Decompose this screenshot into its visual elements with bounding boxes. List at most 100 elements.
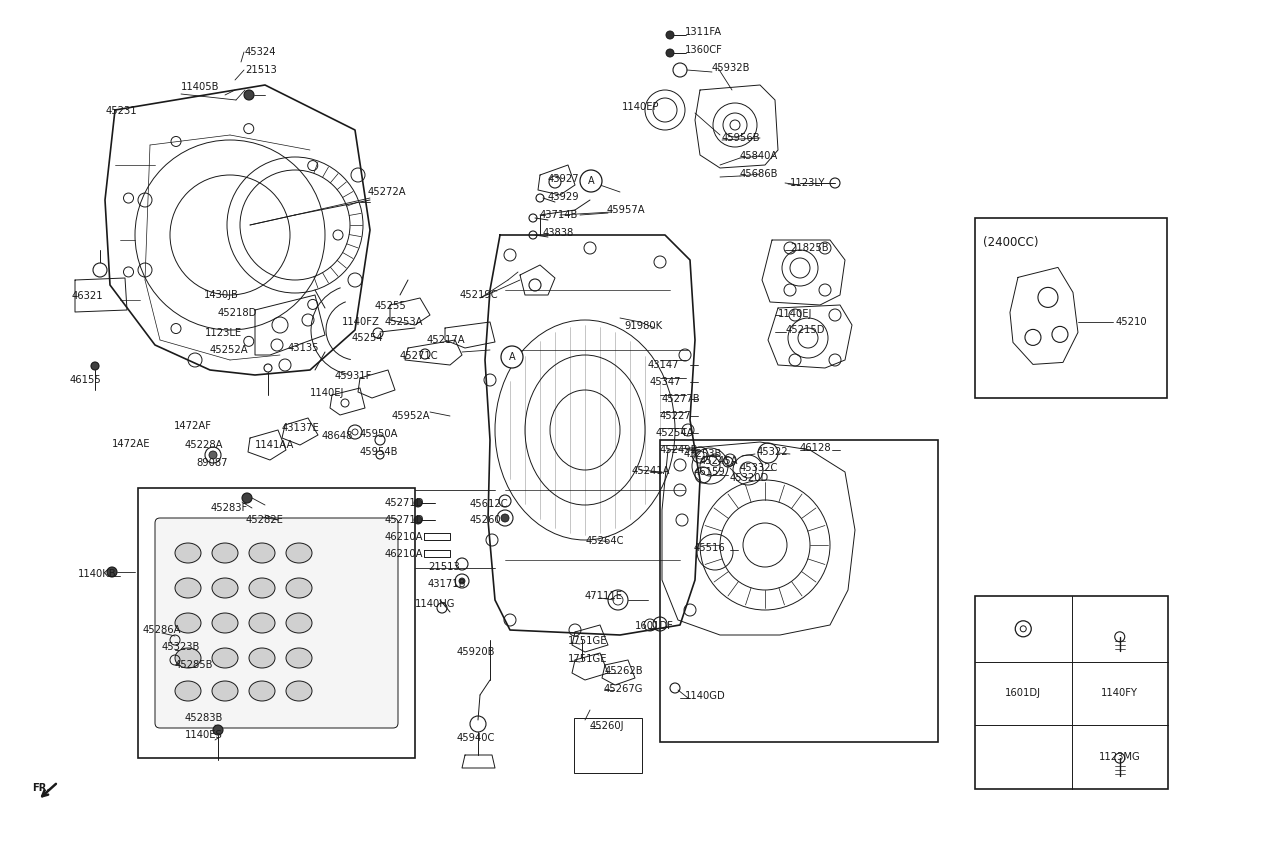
Circle shape bbox=[666, 49, 674, 57]
Circle shape bbox=[666, 31, 674, 39]
Bar bbox=[975, 596, 1168, 789]
Text: 45952A: 45952A bbox=[392, 411, 431, 421]
Text: 45283B: 45283B bbox=[185, 713, 224, 723]
Text: 45241A: 45241A bbox=[633, 466, 671, 476]
Circle shape bbox=[414, 516, 422, 524]
Text: 46321: 46321 bbox=[72, 291, 104, 301]
Circle shape bbox=[414, 499, 422, 507]
Text: 45322: 45322 bbox=[757, 447, 789, 457]
Text: 45272A: 45272A bbox=[368, 187, 406, 197]
Ellipse shape bbox=[175, 613, 201, 633]
Text: 47111E: 47111E bbox=[585, 591, 622, 601]
Text: 1140FY: 1140FY bbox=[1102, 689, 1139, 699]
Circle shape bbox=[107, 567, 118, 577]
Text: 45217A: 45217A bbox=[427, 335, 465, 345]
Text: 1141AA: 1141AA bbox=[256, 440, 294, 450]
Ellipse shape bbox=[175, 681, 201, 701]
Ellipse shape bbox=[249, 681, 275, 701]
FancyBboxPatch shape bbox=[155, 518, 397, 728]
Circle shape bbox=[244, 90, 254, 100]
Circle shape bbox=[580, 170, 602, 192]
Text: 45320D: 45320D bbox=[730, 473, 769, 483]
Text: 45227: 45227 bbox=[659, 411, 691, 421]
Text: 43171B: 43171B bbox=[428, 579, 466, 589]
Text: 1472AF: 1472AF bbox=[174, 421, 212, 431]
Text: 1601DF: 1601DF bbox=[635, 621, 674, 631]
Text: 45254: 45254 bbox=[351, 333, 383, 343]
Text: 45267G: 45267G bbox=[604, 684, 644, 694]
Ellipse shape bbox=[249, 613, 275, 633]
Text: 46155: 46155 bbox=[70, 375, 102, 385]
Text: 45920B: 45920B bbox=[458, 647, 496, 657]
Text: 1140KB: 1140KB bbox=[78, 569, 116, 579]
Text: 45228A: 45228A bbox=[185, 440, 224, 450]
Text: 45219C: 45219C bbox=[460, 290, 498, 300]
Text: 45957A: 45957A bbox=[607, 205, 645, 215]
Text: 45283F: 45283F bbox=[211, 503, 248, 513]
Text: 45231: 45231 bbox=[106, 106, 138, 116]
Text: 45940C: 45940C bbox=[458, 733, 496, 743]
Text: (2400CC): (2400CC) bbox=[983, 236, 1039, 249]
Circle shape bbox=[501, 514, 509, 522]
Text: 43135: 43135 bbox=[288, 343, 320, 353]
Ellipse shape bbox=[286, 543, 312, 563]
Text: 45252A: 45252A bbox=[210, 345, 249, 355]
Text: 1123MG: 1123MG bbox=[1099, 752, 1141, 762]
Text: 45332C: 45332C bbox=[740, 463, 778, 473]
Circle shape bbox=[242, 493, 252, 503]
Text: A: A bbox=[509, 352, 515, 362]
Ellipse shape bbox=[212, 543, 238, 563]
Text: 1430JB: 1430JB bbox=[204, 290, 239, 300]
Text: 45245A: 45245A bbox=[700, 456, 739, 466]
Text: 48648: 48648 bbox=[322, 431, 354, 441]
Ellipse shape bbox=[286, 681, 312, 701]
Text: 1360CF: 1360CF bbox=[685, 45, 723, 55]
Ellipse shape bbox=[212, 613, 238, 633]
Text: 1140EP: 1140EP bbox=[622, 102, 659, 112]
Text: 43147: 43147 bbox=[648, 360, 680, 370]
Text: 45285B: 45285B bbox=[175, 660, 213, 670]
Text: 45686B: 45686B bbox=[740, 169, 778, 179]
Circle shape bbox=[210, 451, 217, 459]
Text: 21513: 21513 bbox=[245, 65, 277, 75]
Text: 89087: 89087 bbox=[196, 458, 227, 468]
Text: 1140HG: 1140HG bbox=[415, 599, 455, 609]
Text: 43838: 43838 bbox=[543, 228, 574, 238]
Text: 11405B: 11405B bbox=[181, 82, 220, 92]
Text: 45286A: 45286A bbox=[143, 625, 181, 635]
Ellipse shape bbox=[212, 578, 238, 598]
Text: 1140GD: 1140GD bbox=[685, 691, 726, 701]
Text: 46210A: 46210A bbox=[385, 532, 423, 542]
Text: 1140ES: 1140ES bbox=[185, 730, 222, 740]
Ellipse shape bbox=[175, 543, 201, 563]
Ellipse shape bbox=[249, 648, 275, 668]
Ellipse shape bbox=[286, 578, 312, 598]
Text: 45271C: 45271C bbox=[400, 351, 438, 361]
Bar bbox=[975, 218, 1167, 398]
Text: 46210A: 46210A bbox=[385, 549, 423, 559]
Bar bbox=[138, 488, 415, 758]
Text: 45260: 45260 bbox=[470, 515, 502, 525]
Ellipse shape bbox=[286, 613, 312, 633]
Text: 1123LY: 1123LY bbox=[790, 178, 826, 188]
Text: 1751GE: 1751GE bbox=[567, 654, 607, 664]
Circle shape bbox=[213, 725, 222, 735]
Text: 45950A: 45950A bbox=[360, 429, 399, 439]
Text: 43927: 43927 bbox=[548, 174, 580, 184]
Bar bbox=[574, 718, 642, 773]
Text: 46159: 46159 bbox=[694, 467, 726, 477]
Text: 45954B: 45954B bbox=[360, 447, 399, 457]
Text: 45249B: 45249B bbox=[659, 445, 699, 455]
Text: 21513: 21513 bbox=[428, 562, 460, 572]
Text: 1472AE: 1472AE bbox=[112, 439, 151, 449]
Ellipse shape bbox=[175, 648, 201, 668]
Text: 43714B: 43714B bbox=[541, 210, 579, 220]
Text: 45264C: 45264C bbox=[587, 536, 625, 546]
Text: 45210: 45210 bbox=[1116, 317, 1146, 327]
Text: 45347: 45347 bbox=[651, 377, 681, 387]
Text: 91980K: 91980K bbox=[624, 321, 662, 331]
Text: 45253A: 45253A bbox=[385, 317, 423, 327]
Ellipse shape bbox=[212, 648, 238, 668]
Text: 45215D: 45215D bbox=[786, 325, 826, 335]
Text: 1311FA: 1311FA bbox=[685, 27, 722, 37]
